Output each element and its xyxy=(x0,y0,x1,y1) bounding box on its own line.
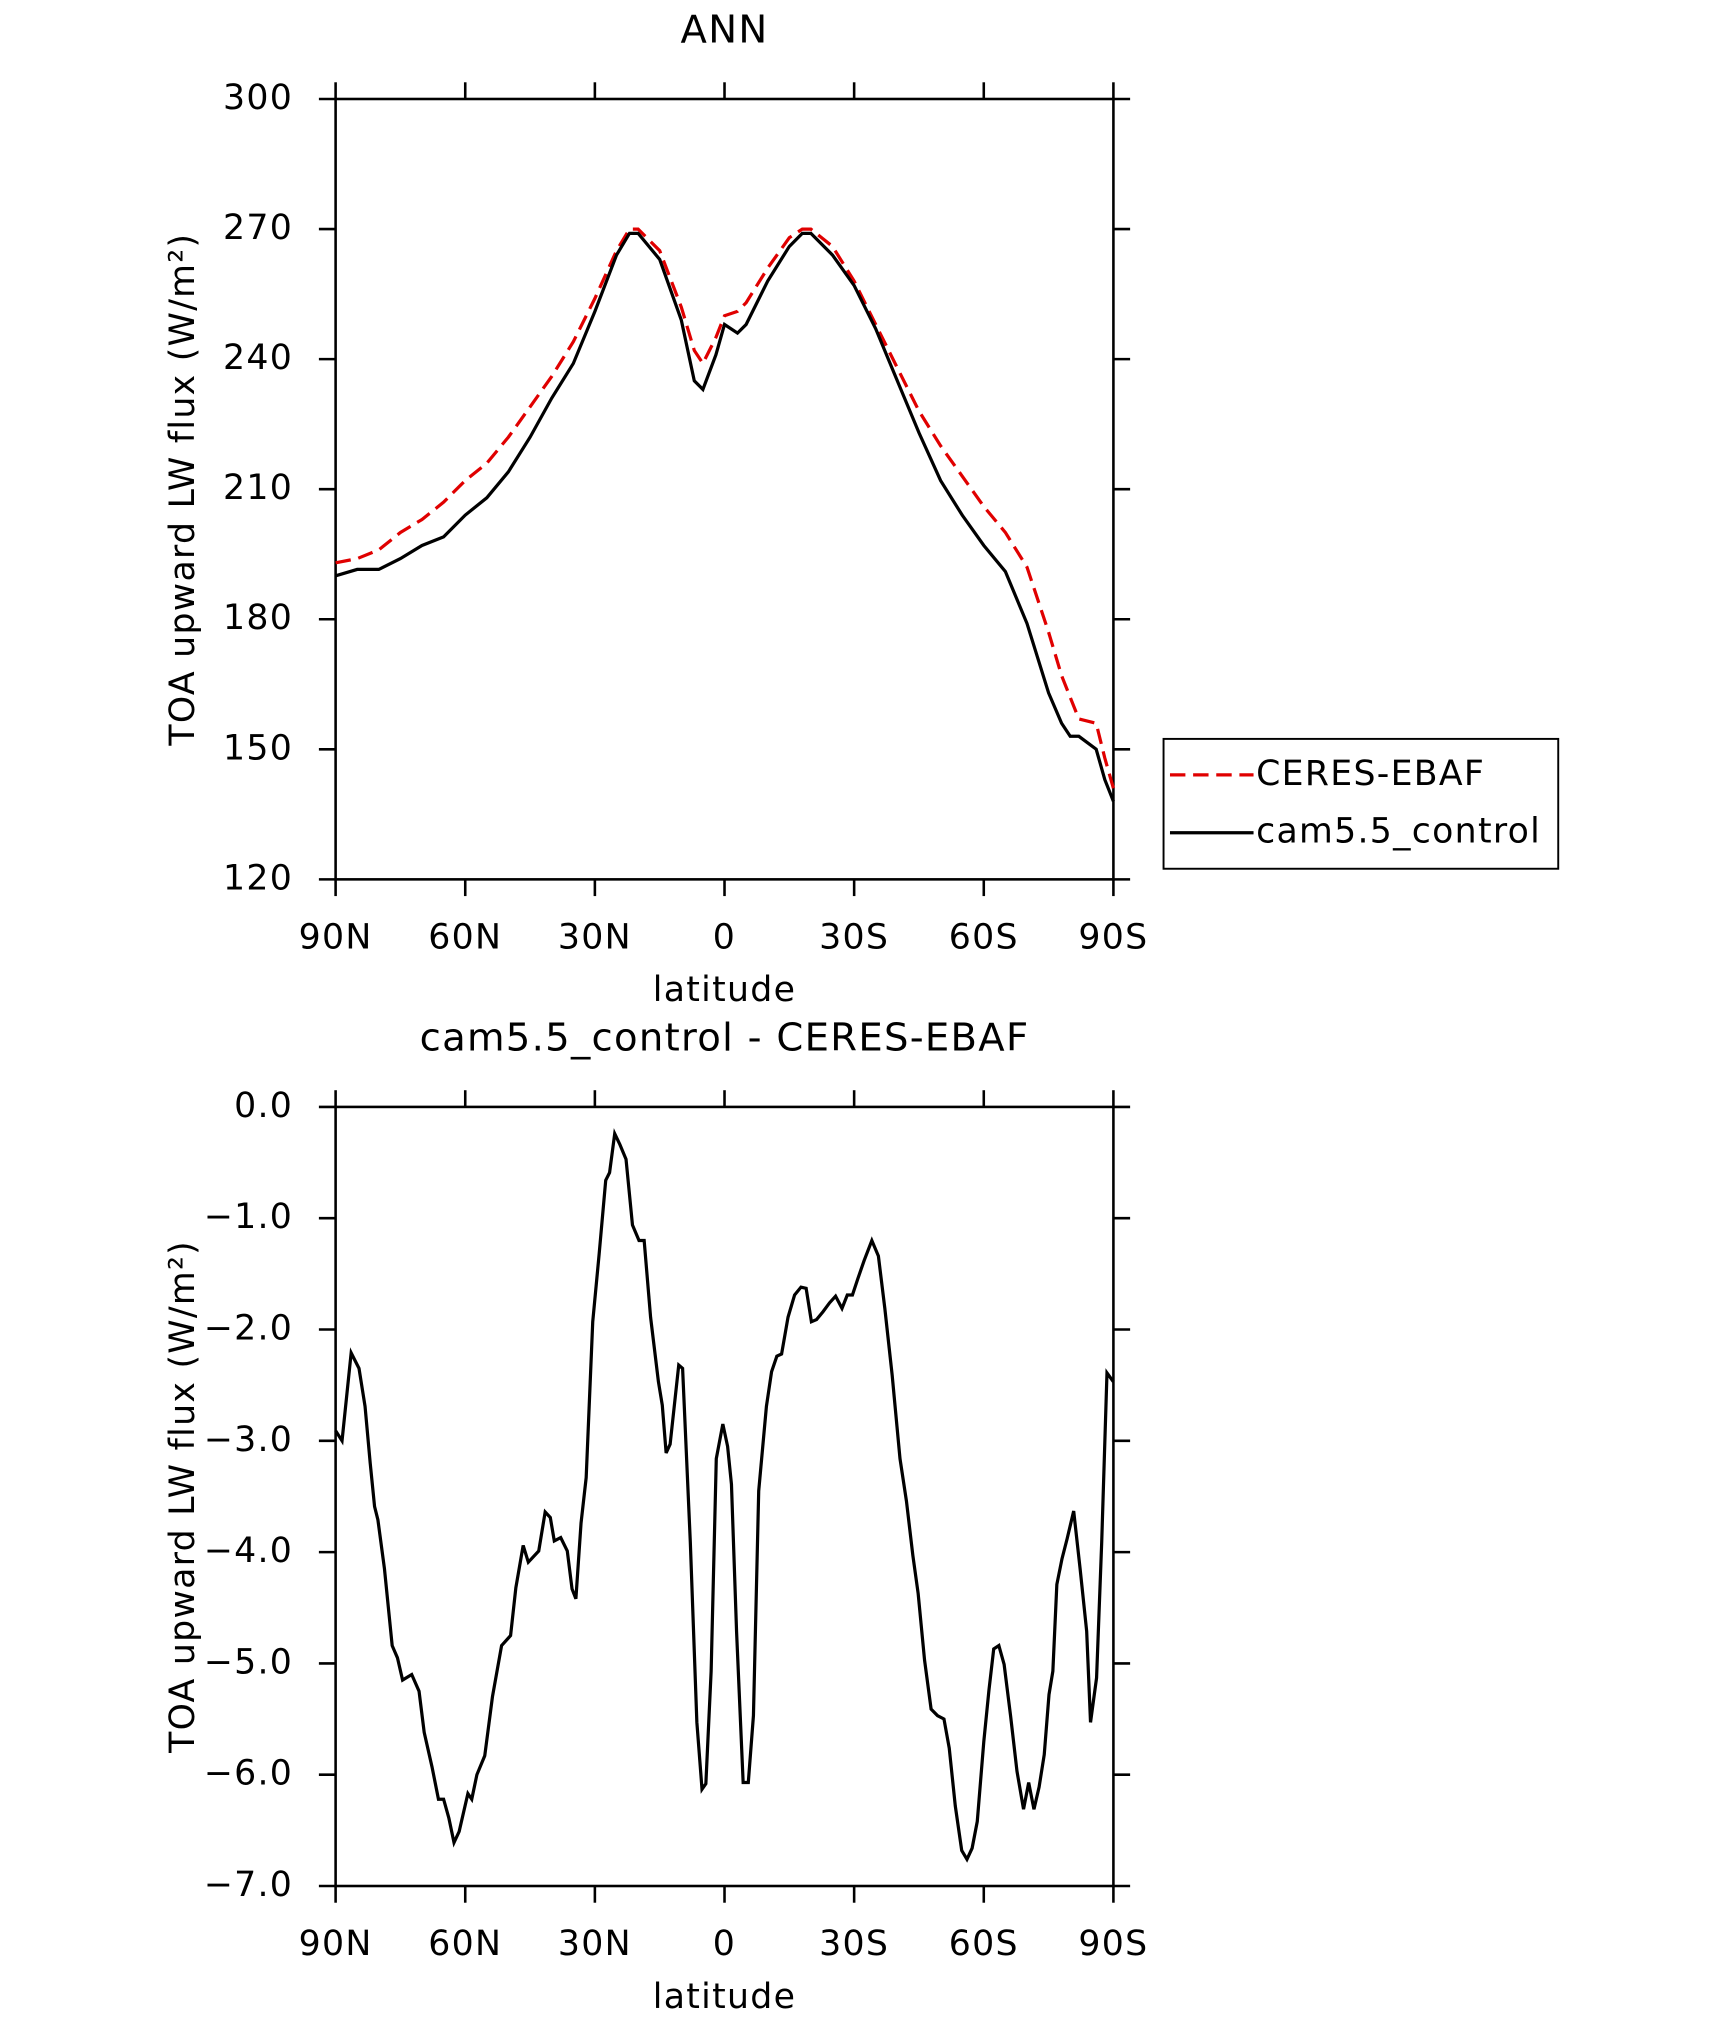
y-axis-label: TOA upward LW flux (W/m²) xyxy=(163,233,203,747)
y-tick-label: 300 xyxy=(223,78,293,118)
y-tick-label: 150 xyxy=(223,728,293,768)
legend-box xyxy=(1162,737,1560,870)
y-tick-label: −3.0 xyxy=(204,1420,293,1460)
x-tick-label: 90N xyxy=(299,1924,373,1964)
x-axis-label: latitude xyxy=(653,970,796,1010)
x-tick-label: 60N xyxy=(428,918,502,958)
x-axis-label: latitude xyxy=(653,1977,796,2017)
y-tick-label: −6.0 xyxy=(204,1754,293,1794)
x-tick-label: 30S xyxy=(819,918,889,958)
x-tick-label: 0 xyxy=(713,1924,736,1964)
plot-frame xyxy=(334,1105,1115,1888)
y-tick-label: −2.0 xyxy=(204,1309,293,1349)
y-tick-label: −5.0 xyxy=(204,1642,293,1682)
data-line xyxy=(335,231,1115,802)
y-tick-label: 270 xyxy=(223,208,293,248)
y-tick-label: 0.0 xyxy=(234,1086,293,1126)
legend-label: cam5.5_control xyxy=(1256,812,1541,852)
x-tick-label: 30N xyxy=(558,918,632,958)
chart-title: ANN xyxy=(681,8,769,53)
y-tick-label: −4.0 xyxy=(204,1531,293,1571)
y-tick-label: −7.0 xyxy=(204,1865,293,1905)
y-tick-label: 120 xyxy=(223,858,293,898)
x-tick-label: 0 xyxy=(713,918,736,958)
x-tick-label: 30N xyxy=(558,1924,632,1964)
x-tick-label: 60N xyxy=(428,1924,502,1964)
y-tick-label: 180 xyxy=(223,598,293,638)
x-tick-label: 30S xyxy=(819,1924,889,1964)
chart-title: cam5.5_control - CERES-EBAF xyxy=(420,1016,1030,1061)
x-tick-label: 90S xyxy=(1078,918,1148,958)
y-tick-label: 210 xyxy=(223,468,293,508)
plot-frame xyxy=(334,97,1115,881)
y-tick-label: 240 xyxy=(223,338,293,378)
x-tick-label: 90N xyxy=(299,918,373,958)
y-axis-label: TOA upward LW flux (W/m²) xyxy=(163,1240,203,1754)
data-line xyxy=(334,1128,1115,1863)
legend-label: CERES-EBAF xyxy=(1256,754,1485,794)
x-tick-label: 60S xyxy=(949,1924,1019,1964)
data-line xyxy=(335,227,1115,789)
x-tick-label: 90S xyxy=(1078,1924,1148,1964)
y-tick-label: −1.0 xyxy=(204,1197,293,1237)
x-tick-label: 60S xyxy=(949,918,1019,958)
